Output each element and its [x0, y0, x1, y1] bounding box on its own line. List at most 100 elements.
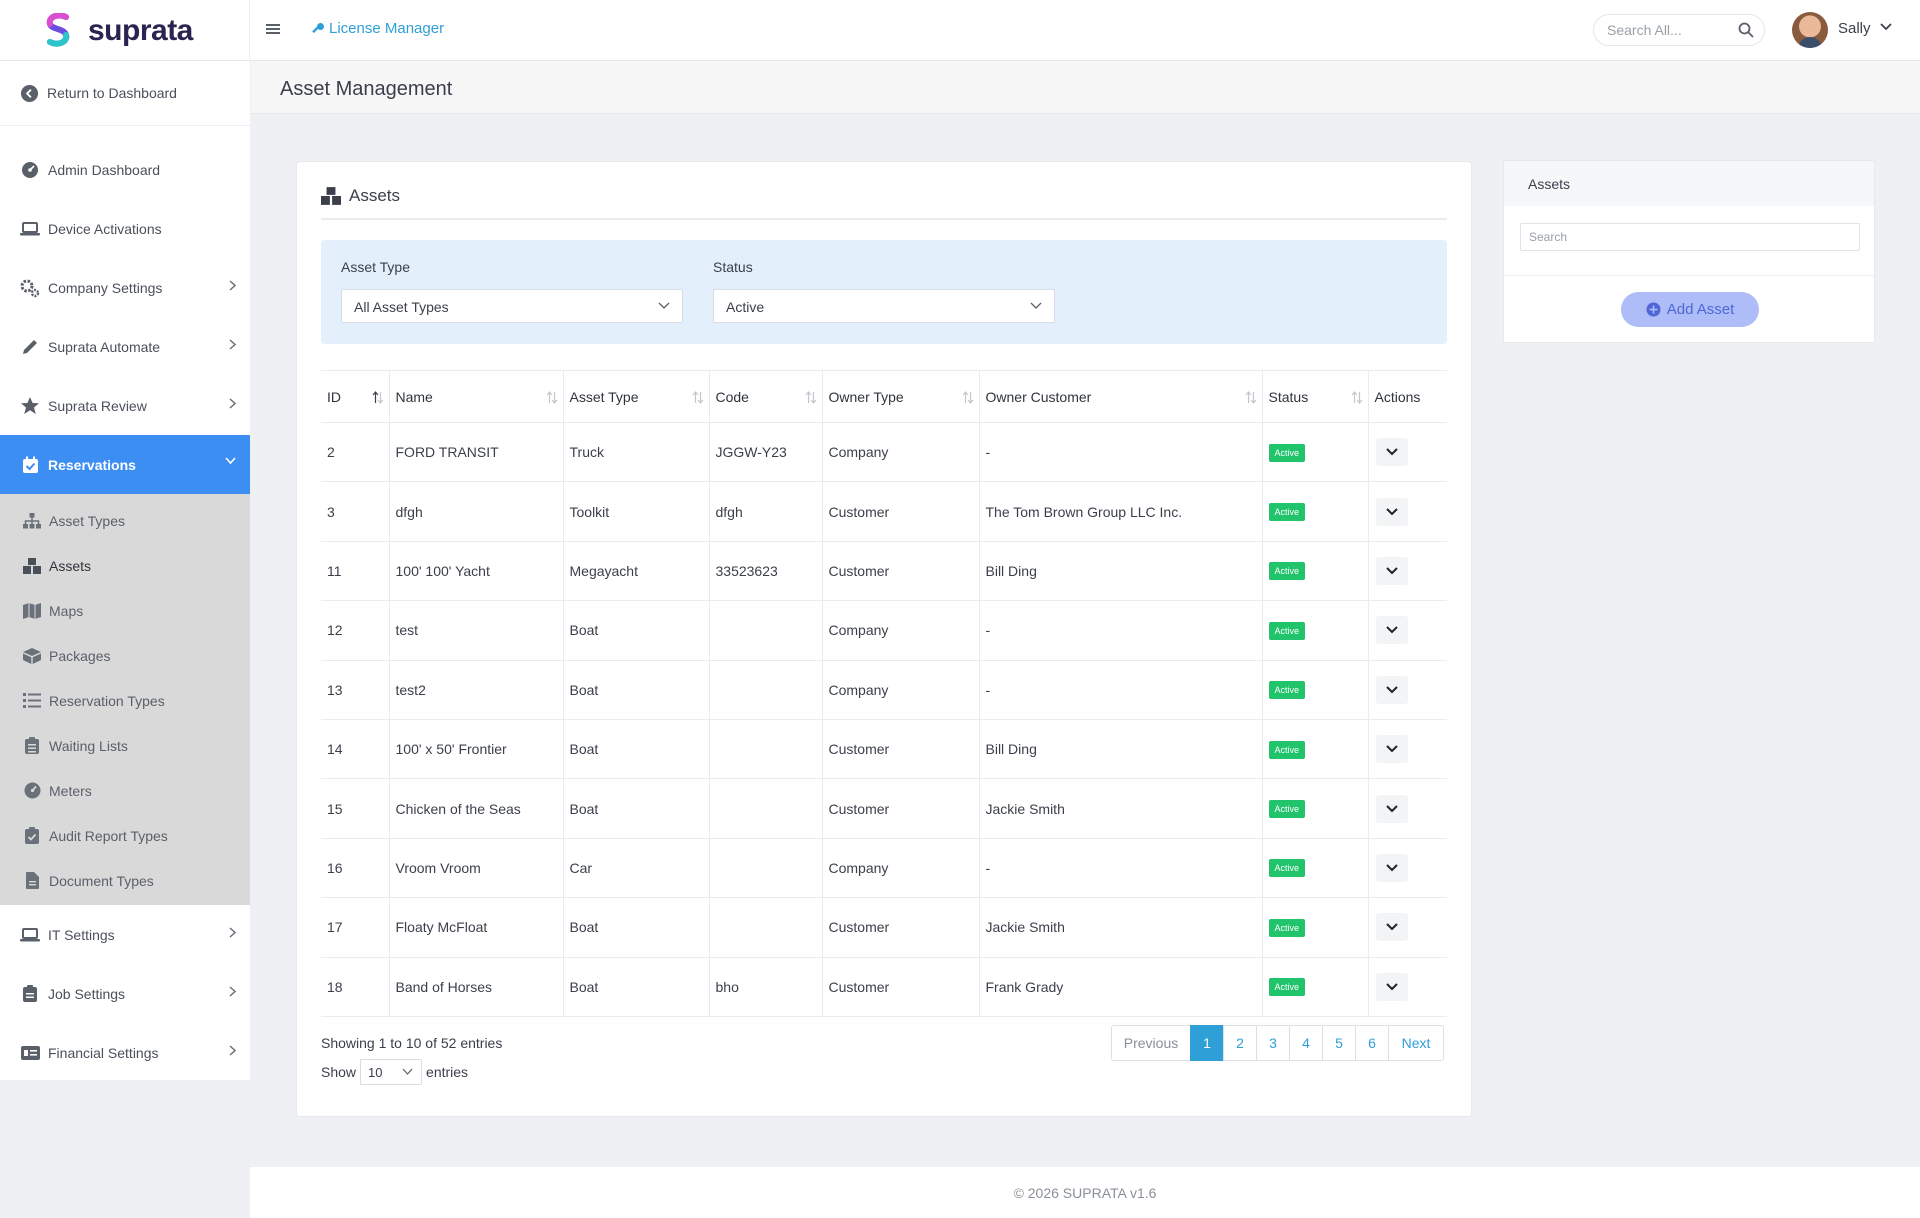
sidebar-item-label: Admin Dashboard	[48, 161, 161, 178]
sidebar-subitem-label: Waiting Lists	[49, 737, 128, 754]
row-actions-button[interactable]	[1375, 913, 1408, 942]
page-length-select[interactable]: 10	[360, 1059, 423, 1085]
column-header-name[interactable]: Name	[389, 370, 564, 423]
table-header-row: ID Name Asset Type Code Owner Type Owner…	[321, 370, 1447, 423]
brand[interactable]: suprata	[0, 0, 250, 61]
sidebar-item-device-activations[interactable]: Device Activations	[0, 199, 250, 258]
column-header-asset-type[interactable]: Asset Type	[563, 370, 710, 423]
card-title: Assets	[349, 186, 401, 205]
status-select[interactable]: Active	[713, 289, 1055, 323]
return-to-dashboard[interactable]: Return to Dashboard	[0, 61, 250, 126]
sidebar-subitem-maps[interactable]: Maps	[0, 588, 250, 633]
row-actions-button[interactable]	[1375, 735, 1408, 764]
cell-owner-customer: -	[979, 838, 1263, 899]
sidebar-subitem-waiting-lists[interactable]: Waiting Lists	[0, 723, 250, 768]
pagination-page-3[interactable]: 3	[1256, 1025, 1290, 1061]
chevron-down-icon[interactable]	[1880, 23, 1892, 31]
sidebar-subitem-label: Asset Types	[49, 512, 126, 529]
row-actions-button[interactable]	[1375, 675, 1408, 704]
sidebar-item-company-settings[interactable]: Company Settings	[0, 258, 250, 317]
pagination-page-5[interactable]: 5	[1322, 1025, 1356, 1061]
row-actions-button[interactable]	[1375, 853, 1408, 882]
row-actions-button[interactable]	[1375, 794, 1408, 823]
column-header-id[interactable]: ID	[321, 370, 390, 423]
global-search[interactable]	[1593, 14, 1765, 46]
row-actions-button[interactable]	[1375, 556, 1408, 585]
search-icon[interactable]	[1738, 22, 1754, 38]
sidebar-subitem-asset-types[interactable]: Asset Types	[0, 498, 250, 543]
file-icon	[23, 872, 41, 890]
row-actions-button[interactable]	[1375, 497, 1408, 526]
asset-type-select[interactable]: All Asset Types	[341, 289, 683, 323]
sidebar-item-label: IT Settings	[48, 926, 115, 943]
chevron-down-icon	[1385, 686, 1398, 694]
sidebar-item-reservations[interactable]: Reservations	[0, 435, 250, 494]
pen-icon	[20, 337, 40, 357]
sidebar-subitem-audit-report-types[interactable]: Audit Report Types	[0, 813, 250, 858]
row-actions-button[interactable]	[1375, 616, 1408, 645]
sidebar-subitem-meters[interactable]: Meters	[0, 768, 250, 813]
avatar[interactable]	[1792, 12, 1828, 48]
pagination-page-1[interactable]: 1	[1190, 1025, 1224, 1061]
column-header-owner-customer[interactable]: Owner Customer	[979, 370, 1263, 423]
cell-name: 100' x 50' Frontier	[389, 719, 564, 780]
cell-owner-customer: -	[979, 660, 1263, 720]
pagination-page-4[interactable]: 4	[1289, 1025, 1323, 1061]
top-bar: suprata License Manager Sally	[0, 0, 1920, 61]
chevron-down-icon	[1385, 626, 1398, 634]
breadcrumb-license-manager[interactable]: License Manager	[311, 20, 444, 37]
cell-status: Active	[1262, 778, 1369, 839]
pagination-page-6[interactable]: 6	[1355, 1025, 1389, 1061]
sidebar-item-admin-dashboard[interactable]: Admin Dashboard	[0, 140, 250, 199]
cell-name: Band of Horses	[389, 957, 564, 1017]
pagination-previous[interactable]: Previous	[1111, 1025, 1191, 1061]
side-panel-search[interactable]	[1520, 223, 1860, 251]
dashboard-icon	[20, 160, 40, 180]
sidebar-subitem-reservation-types[interactable]: Reservation Types	[0, 678, 250, 723]
cell-status: Active	[1262, 838, 1369, 899]
sidebar-subitem-label: Audit Report Types	[49, 827, 168, 844]
sort-asc-icon	[372, 391, 383, 404]
pagination-next[interactable]: Next	[1388, 1025, 1444, 1061]
chevron-right-icon	[229, 339, 236, 350]
user-name[interactable]: Sally	[1838, 20, 1871, 37]
add-asset-button[interactable]: Add Asset	[1621, 292, 1759, 327]
column-header-owner-type[interactable]: Owner Type	[822, 370, 980, 423]
cell-actions	[1368, 778, 1447, 839]
chevron-right-icon	[229, 927, 236, 938]
add-asset-label: Add Asset	[1666, 301, 1735, 318]
cell-code	[709, 897, 823, 958]
cell-name: test2	[389, 660, 564, 720]
pagination-page-2[interactable]: 2	[1223, 1025, 1257, 1061]
sidebar-subitem-document-types[interactable]: Document Types	[0, 858, 250, 903]
cell-asset-type: Boat	[563, 719, 710, 780]
sidebar-item-suprata-automate[interactable]: Suprata Automate	[0, 317, 250, 376]
cell-owner-customer: Jackie Smith	[979, 778, 1263, 839]
key-icon	[312, 22, 324, 33]
package-icon	[23, 647, 41, 665]
side-panel-search-input[interactable]	[1521, 224, 1841, 250]
cell-asset-type: Megayacht	[563, 541, 710, 602]
global-search-input[interactable]	[1594, 15, 1734, 45]
hamburger-menu-icon[interactable]	[264, 19, 282, 39]
sort-icon	[962, 391, 973, 404]
cell-id: 14	[321, 719, 390, 780]
row-actions-button[interactable]	[1375, 972, 1408, 1001]
column-header-code[interactable]: Code	[709, 370, 823, 423]
sidebar-item-job-settings[interactable]: Job Settings	[0, 964, 250, 1023]
sidebar-item-financial-settings[interactable]: Financial Settings	[0, 1023, 250, 1082]
sidebar-subitem-assets[interactable]: Assets	[0, 543, 250, 588]
status-badge: Active	[1268, 740, 1306, 759]
sidebar-item-it-settings[interactable]: IT Settings	[0, 905, 250, 964]
filter-panel: Asset Type All Asset Types Status Active	[321, 240, 1447, 344]
column-header-status[interactable]: Status	[1262, 370, 1369, 423]
gauge-icon	[23, 782, 41, 800]
cell-name: Floaty McFloat	[389, 897, 564, 958]
cell-id: 3	[321, 481, 390, 542]
sort-icon	[1245, 391, 1256, 404]
sidebar-item-suprata-review[interactable]: Suprata Review	[0, 376, 250, 435]
status-badge: Active	[1268, 800, 1306, 819]
cell-owner-type: Customer	[822, 719, 980, 780]
sidebar-subitem-packages[interactable]: Packages	[0, 633, 250, 678]
row-actions-button[interactable]	[1375, 438, 1408, 467]
